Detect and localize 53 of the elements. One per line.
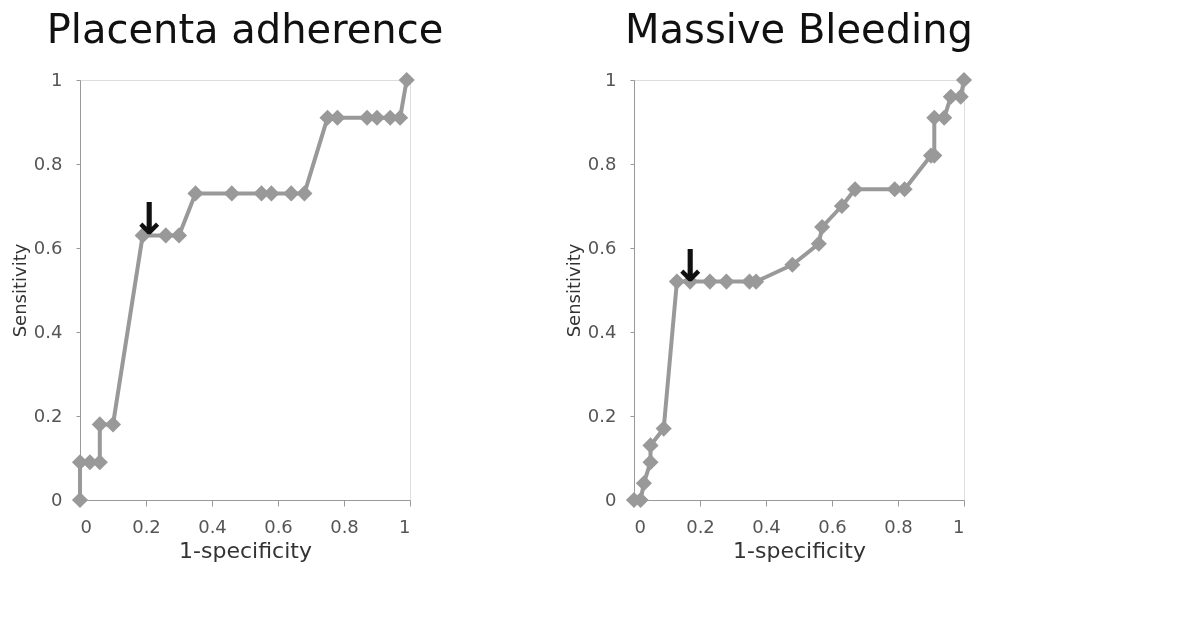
y-tick-label: 0.2 [587,404,617,426]
point [157,227,174,244]
point [784,256,801,273]
x-tick-label: 0 [80,515,92,537]
y-tick-label: 1 [605,68,617,90]
point [814,218,831,236]
x-tick-label: 0 [634,515,646,537]
point [283,185,300,202]
chart-title: Placenta adherence [46,6,444,52]
point [635,475,652,492]
point [833,197,850,215]
annotation: ↓ [671,239,709,291]
x-tick-label: 0.2 [132,515,161,537]
point [718,273,735,290]
x-axis-title: 1-specificity [733,537,866,563]
x-tick-label: 0.6 [818,515,847,537]
y-tick-label: 0.6 [587,236,617,258]
x-tick-label: 1 [399,515,411,537]
x-tick-label: 0.4 [198,515,227,537]
x-tick-label: 1 [953,515,965,537]
point [91,416,108,433]
point [104,416,122,433]
y-tick-label: 1 [51,68,63,90]
point [955,71,973,89]
point [296,185,313,202]
x-tick-label: 0.6 [264,515,293,537]
point [223,185,240,202]
point [170,227,188,244]
point [398,71,415,89]
y-tick-label: 0.6 [33,236,63,258]
point [655,420,672,437]
annotation: ↓ [130,193,168,245]
point [187,185,204,202]
x-tick-label: 0.8 [330,515,359,537]
x-tick-label: 0.8 [884,515,913,537]
y-tick-label: 0.8 [33,152,63,174]
point [847,181,864,198]
point [701,273,718,290]
y-tick-label: 0 [605,488,617,510]
point [642,454,659,471]
y-tick-label: 0 [51,488,63,510]
y-tick-label: 0.2 [33,404,63,426]
y-tick-label: 0.8 [587,152,617,174]
x-tick-label: 0.2 [686,515,715,537]
x-axis-title: 1-specificity [179,537,312,563]
y-axis-title: Sensitivity [8,243,30,338]
y-tick-label: 0.4 [33,320,63,342]
point [642,437,659,454]
chart-title: Massive Bleeding [625,6,973,52]
x-tick-label: 0.4 [752,515,781,537]
y-axis-title: Sensitivity [562,243,584,338]
y-tick-label: 0.4 [587,320,617,342]
point [810,235,827,252]
